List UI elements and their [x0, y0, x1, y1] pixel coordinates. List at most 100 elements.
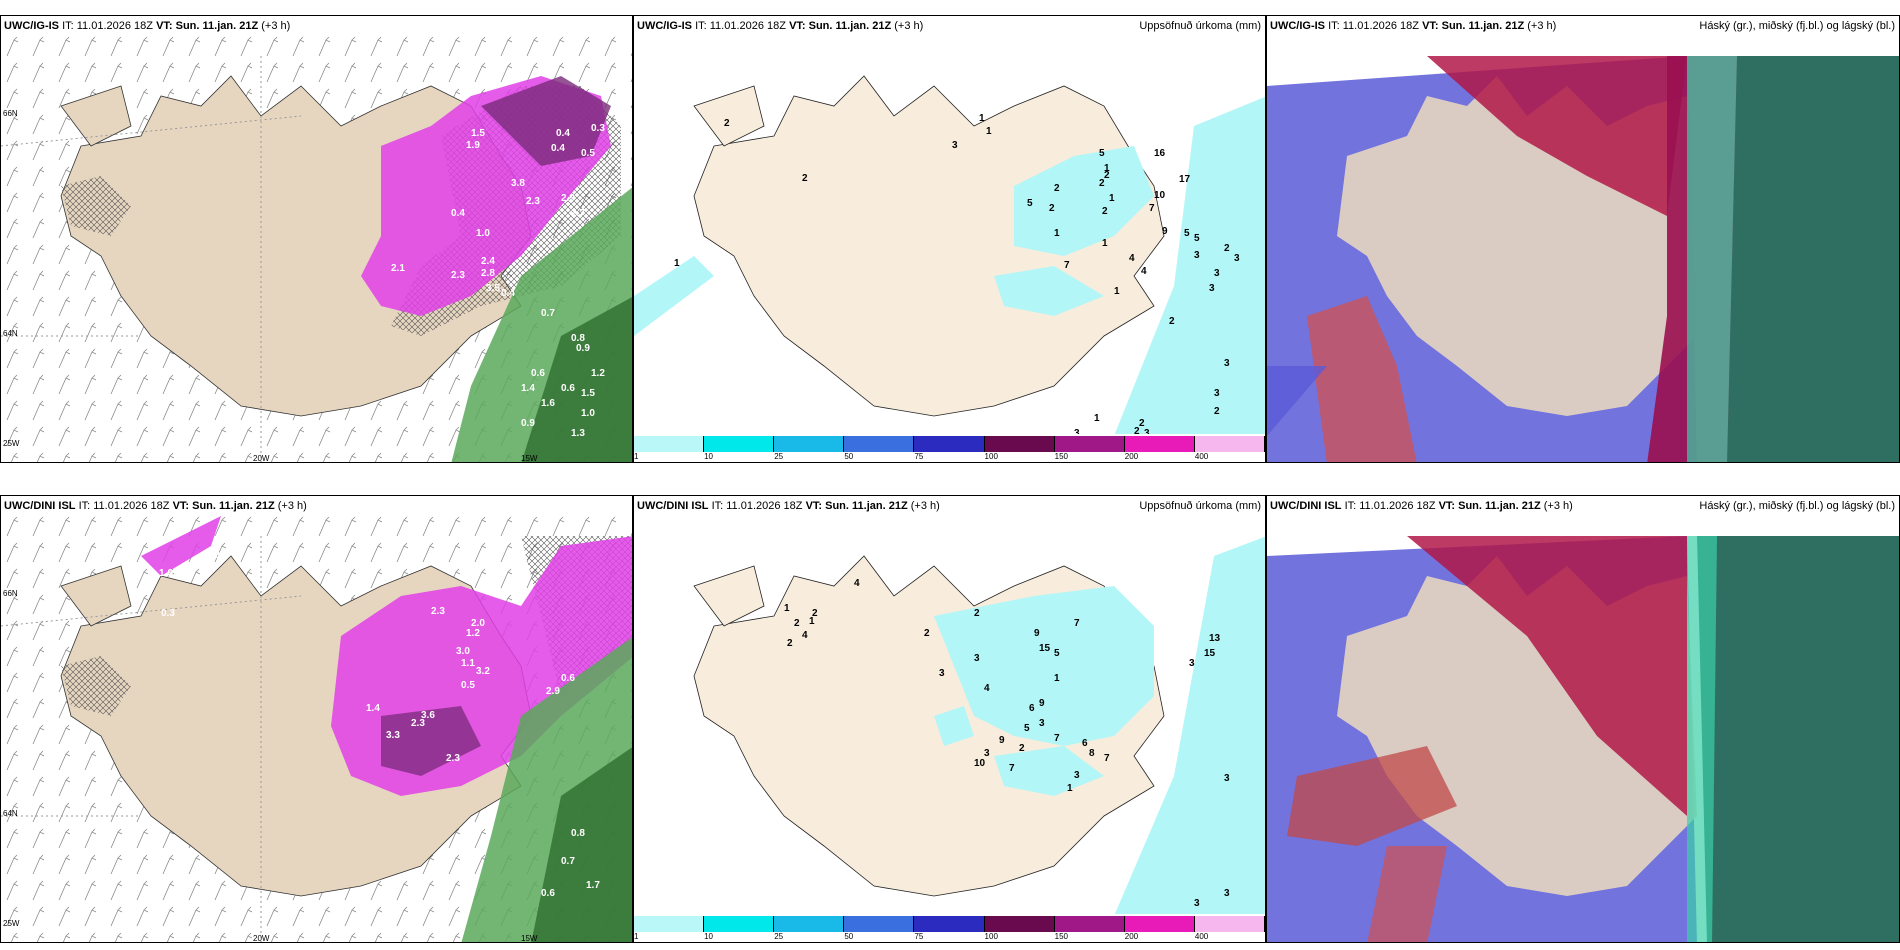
colorbar-tick-label: 100 — [984, 452, 998, 461]
value-label: 1 — [1114, 286, 1120, 297]
value-label: 2.0 — [471, 618, 485, 629]
value-label: 3 — [1039, 718, 1045, 729]
value-label: 1.6 — [159, 568, 173, 579]
value-label: 15 — [1039, 643, 1051, 654]
value-label: 3 — [1194, 250, 1200, 261]
value-label: 2 — [1224, 243, 1230, 254]
colorbar-tick-label: 75 — [914, 452, 924, 461]
lat-66-label: 66N — [3, 589, 18, 598]
value-label: 2 — [794, 618, 800, 629]
value-label: 4 — [1129, 253, 1135, 264]
colorbar-segment — [1054, 436, 1125, 452]
value-label: 3 — [1224, 888, 1230, 899]
value-label: 3.5 — [486, 283, 500, 294]
value-label: 0.9 — [521, 418, 535, 429]
panel-cloud-bottom: UWC/DINI ISL IT: 11.01.2026 18Z VT: Sun.… — [1266, 495, 1900, 943]
value-label: 1 — [809, 616, 815, 627]
lon-20-label: 20W — [253, 454, 270, 462]
value-label: 1.2 — [591, 368, 605, 379]
value-label: 2.8 — [481, 268, 495, 279]
value-label: 1.4 — [521, 383, 535, 394]
value-label: 3.3 — [386, 730, 400, 741]
value-label: 3 — [1214, 388, 1220, 399]
value-label: 2 — [1054, 183, 1060, 194]
value-label: 9 — [1039, 698, 1045, 709]
colorbar-segment — [774, 916, 845, 932]
value-label: 3.6 — [421, 710, 435, 721]
value-label: 1 — [1094, 413, 1100, 424]
lon-15-label: 15W — [521, 934, 538, 942]
value-label: 1.0 — [476, 228, 490, 239]
precip-wind-map: 66N 64N 25W 20W 15W 0.4 0.30.50.41.51.92.… — [1, 36, 632, 462]
colorbar-tick-label: 75 — [914, 932, 924, 941]
panel-precip-wind-bottom: UWC/DINI ISL IT: 11.01.2026 18Z VT: Sun.… — [0, 495, 633, 943]
value-label: 7 — [1149, 203, 1155, 214]
value-label: 9 — [1162, 226, 1168, 237]
colorbar-segment — [914, 916, 985, 932]
cloud-map — [1267, 36, 1899, 462]
precip-wind-map: 66N 64N 25W 20W 15W 2.01.60.3 2.32.01.23.… — [1, 516, 632, 942]
value-label: 15 — [1204, 648, 1216, 659]
value-label: 0.5 — [581, 148, 595, 159]
value-label: 10 — [974, 758, 986, 769]
value-label: 0.7 — [541, 308, 555, 319]
value-label: 3 — [939, 668, 945, 679]
colorbar-segment — [634, 436, 705, 452]
value-label: 0.4 — [501, 288, 515, 299]
value-label: 1 — [1054, 673, 1060, 684]
value-label: 7 — [1074, 618, 1080, 629]
value-label: 2.3 — [411, 718, 425, 729]
colorbar-tick-label: 150 — [1054, 452, 1069, 461]
value-label: 2 — [724, 118, 730, 129]
value-label: 0.4 — [551, 143, 565, 154]
colorbar-segment — [1194, 916, 1265, 932]
lat-66-label: 66N — [3, 109, 18, 118]
value-label: 1.4 — [366, 703, 380, 714]
colorbar — [634, 436, 1265, 452]
colorbar-tick-label: 400 — [1194, 932, 1209, 941]
value-label: 4 — [1141, 266, 1147, 277]
colorbar-segment — [984, 916, 1055, 932]
colorbar-segment — [1054, 916, 1125, 932]
value-label: 3 — [952, 140, 958, 151]
lon-20-label: 20W — [253, 934, 270, 942]
value-label: 5 — [1024, 723, 1030, 734]
value-label: 0.9 — [576, 343, 590, 354]
value-label: 0.8 — [571, 333, 585, 344]
value-label: 5 — [1184, 228, 1190, 239]
panel-header: UWC/DINI ISL IT: 11.01.2026 18Z VT: Sun.… — [637, 500, 1261, 512]
colorbar-ticks: 1 10 25 50 75 100 150 200 400 — [634, 452, 1265, 462]
colorbar-tick-label: 50 — [844, 932, 854, 941]
panel-header: UWC/IG-IS IT: 11.01.2026 18Z VT: Sun. 11… — [4, 20, 291, 32]
value-label: 3.2 — [476, 666, 490, 677]
value-label: 3 — [1209, 283, 1215, 294]
colorbar-segment — [984, 436, 1055, 452]
colorbar-segment — [1194, 436, 1265, 452]
value-label: 3 — [1234, 253, 1240, 264]
lon-15-label: 15W — [521, 454, 538, 462]
value-label: 6 — [1082, 738, 1088, 749]
value-label: 2.7 — [571, 208, 585, 219]
colorbar-segment — [704, 436, 775, 452]
panel-cloud-top: UWC/IG-IS IT: 11.01.2026 18Z VT: Sun. 11… — [1266, 15, 1900, 463]
value-label: 2.9 — [546, 686, 560, 697]
panel-accum-top: UWC/IG-IS IT: 11.01.2026 18Z VT: Sun. 11… — [633, 15, 1266, 463]
value-label: 10 — [1154, 190, 1166, 201]
value-label: 3 — [1224, 773, 1230, 784]
map-area: 66N 64N 25W 20W 15W 2.0 1.6 0.3 2.3 2.0 1.2 3.… — [1, 516, 632, 942]
map-area: 1 1 2 4 2 2 4 2 2 7 9 15 5 3 3 4 13 15 3 1 9 6 5 2 7 9 3 10 7 6 8 7 3 1 3 3… — [634, 516, 1265, 914]
value-label: 7 — [1064, 260, 1070, 271]
value-label: 1 — [1067, 783, 1073, 794]
colorbar — [634, 916, 1265, 932]
value-label: 3.8 — [511, 178, 525, 189]
value-label: 9 — [1034, 628, 1040, 639]
value-label: 1.9 — [466, 140, 480, 151]
lon-25-label: 25W — [3, 439, 20, 448]
value-label: 1 — [1102, 238, 1108, 249]
value-label: 2 — [924, 628, 930, 639]
value-label: 2 — [1019, 743, 1025, 754]
colorbar-segment — [844, 436, 915, 452]
value-label: 3 — [1144, 428, 1150, 434]
